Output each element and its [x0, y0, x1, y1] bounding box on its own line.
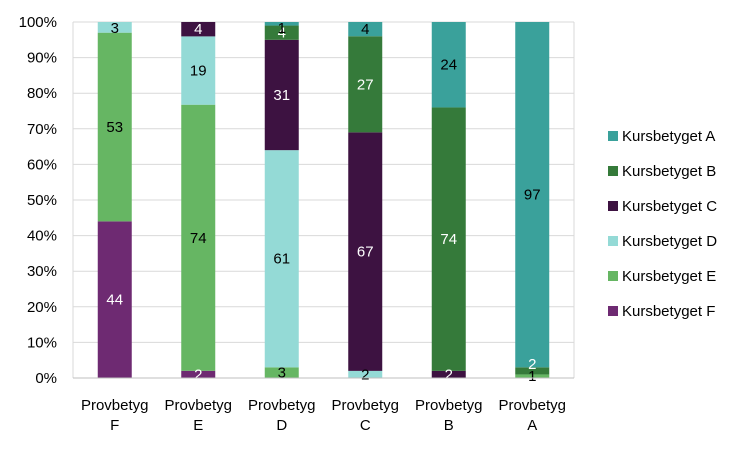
axis-layer: 0% 10% 20% 30% 40% 50% 60% 70% 80% 90% 100% Provbet… — [19, 14, 575, 434]
legend-swatch — [608, 201, 618, 211]
y-tick-label: 10% — [27, 334, 57, 351]
data-label: 3 — [111, 20, 119, 37]
legend-swatch — [608, 306, 618, 316]
bar-segment — [181, 370, 216, 378]
data-label: 1 — [278, 20, 286, 37]
y-tick-label: 50% — [27, 192, 57, 209]
bar-segment — [264, 39, 299, 151]
legend-label: Kursbetyget B — [622, 163, 716, 180]
data-label: 67 — [357, 244, 374, 261]
bar-layer — [97, 22, 550, 378]
x-tick-label: Provbetyg — [331, 397, 399, 414]
bar-segment — [348, 22, 383, 37]
x-tick-label: Provbetyg — [415, 397, 483, 414]
data-label: 2 — [445, 366, 453, 383]
x-tick-label: E — [193, 417, 203, 434]
data-label: 4 — [194, 21, 202, 38]
bar-segment — [97, 22, 132, 33]
x-tick-label: C — [360, 417, 371, 434]
legend-label: Kursbetyget D — [622, 233, 717, 250]
y-tick-label: 30% — [27, 263, 57, 280]
bar-segment — [181, 104, 216, 371]
legend-swatch — [608, 271, 618, 281]
legend-item: Kursbetyget B — [608, 163, 716, 180]
y-tick-label: 60% — [27, 156, 57, 173]
bar-segment — [181, 22, 216, 37]
legend-label: Kursbetyget A — [622, 128, 715, 145]
y-tick-label: 70% — [27, 121, 57, 138]
data-label: 2 — [528, 356, 536, 373]
x-tick-label: Provbetyg — [248, 397, 316, 414]
legend-item: Kursbetyget D — [608, 233, 717, 250]
bar-segment — [348, 370, 383, 378]
data-label: 4 — [278, 25, 286, 42]
data-label: 27 — [357, 76, 374, 93]
bar-segment — [431, 22, 466, 108]
x-tick-label: D — [276, 417, 287, 434]
data-label: 4 — [361, 21, 369, 38]
x-tick-label: F — [110, 417, 119, 434]
bar-segment — [348, 36, 383, 133]
data-label: 74 — [190, 230, 207, 247]
legend-item: Kursbetyget E — [608, 268, 716, 285]
legend-swatch — [608, 166, 618, 176]
y-tick-label: 40% — [27, 228, 57, 245]
legend-swatch — [608, 131, 618, 141]
data-label: 74 — [440, 231, 457, 248]
bar-segment — [264, 367, 299, 378]
bar-segment — [97, 32, 132, 222]
x-tick-label: Provbetyg — [164, 397, 232, 414]
bar-segment — [264, 25, 299, 40]
bar-segment — [515, 374, 550, 378]
bar-segment — [264, 22, 299, 26]
data-label: 2 — [361, 366, 369, 383]
data-label: 53 — [106, 119, 123, 136]
y-tick-label: 90% — [27, 50, 57, 67]
data-label: 44 — [106, 292, 123, 309]
y-tick-label: 80% — [27, 85, 57, 102]
y-tick-label: 20% — [27, 299, 57, 316]
bar-segment — [431, 370, 466, 378]
y-tick-label: 0% — [35, 370, 57, 387]
data-label: 31 — [273, 87, 290, 104]
x-tick-label: Provbetyg — [498, 397, 566, 414]
data-label: 97 — [524, 187, 541, 204]
bar-segment — [264, 150, 299, 368]
legend-swatch — [608, 236, 618, 246]
x-tick-label: B — [444, 417, 454, 434]
legend: Kursbetyget A Kursbetyget B Kursbetyget C K… — [608, 128, 717, 320]
bar-segment — [515, 367, 550, 375]
bar-segment — [181, 36, 216, 105]
data-label: 61 — [273, 251, 290, 268]
grid-layer — [73, 21, 574, 379]
data-label: 19 — [190, 63, 207, 80]
bar-segment — [515, 22, 550, 368]
legend-label: Kursbetyget C — [622, 198, 717, 215]
legend-label: Kursbetyget F — [622, 303, 715, 320]
data-label: 24 — [440, 57, 457, 74]
legend-item: Kursbetyget A — [608, 128, 715, 145]
data-label: 2 — [194, 366, 202, 383]
bar-segment — [348, 132, 383, 371]
legend-item: Kursbetyget F — [608, 303, 715, 320]
x-tick-label: A — [527, 417, 537, 434]
legend-item: Kursbetyget C — [608, 198, 717, 215]
y-tick-label: 100% — [19, 14, 57, 31]
legend-label: Kursbetyget E — [622, 268, 716, 285]
x-tick-label: Provbetyg — [81, 397, 149, 414]
bar-segment — [431, 107, 466, 371]
data-label: 3 — [278, 365, 286, 382]
data-label: 1 — [528, 368, 536, 385]
bar-segment — [97, 221, 132, 378]
